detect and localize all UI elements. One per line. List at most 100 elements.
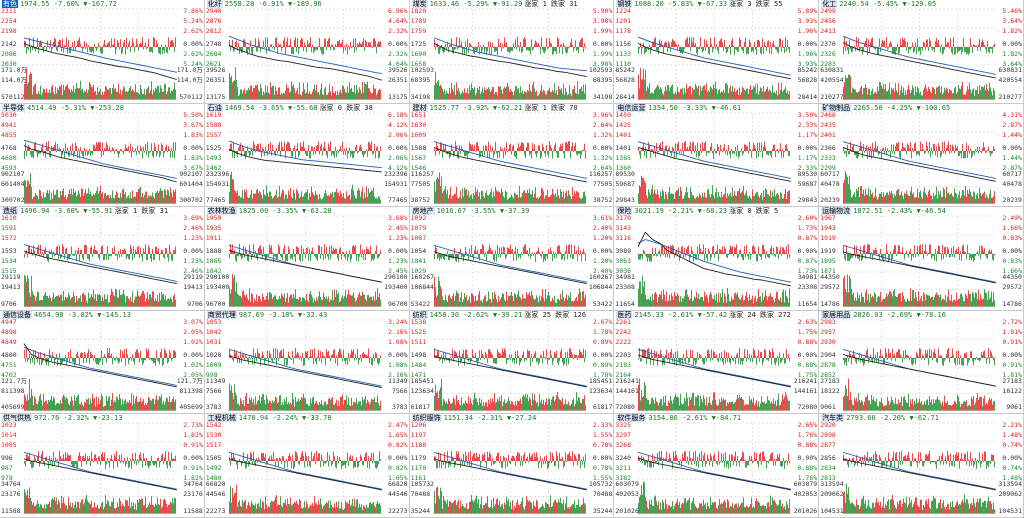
sector-panel[interactable]: 建材 1525.77 -3.92% ▼-62.21 涨家 1 跌家 70 1651 16… [409,103,615,208]
volume-axis-label: 13175 [205,92,226,101]
sector-panel[interactable]: 造纸 1496.94 -3.60% ▼-55.91 涨家 1 跌家 31 1610 15… [0,207,205,311]
volume-axis-label: 232396 [384,169,408,178]
price-line [638,146,792,182]
sector-panel[interactable]: 矿物制品 2265.50 -4.25% ▼-100.65 2468 2435 2401 2… [819,103,1024,208]
sector-name[interactable]: 保险 [616,207,633,216]
advance-decline-count: 涨家 0 跌家 38 [319,103,373,112]
sector-panel[interactable]: 房地产 1016.67 -3.55% ▼-37.39 1092 1079 1067 105… [409,207,615,311]
sector-name[interactable]: 矿物制品 [821,103,852,112]
percent-axis-label: 1.44% [1002,153,1022,162]
volume-axis-label: 56828 [615,76,635,84]
price-axis-label: 1133 [615,50,632,58]
percent-axis-label: 1.96% [797,50,818,58]
price-axis-label: 1110 [615,60,632,68]
sector-panel[interactable]: 化纤 2558.28 -6.91% ▼-189.96 2940 2876 2812 274… [204,0,410,104]
price-axis-label: 2468 [820,110,836,119]
price-line [23,250,177,285]
price-axis-label: 1609 [410,130,427,139]
price-axis-label: 2684 [205,50,222,58]
volume-axis-label: 193400 [384,283,408,292]
percent-axis-label: 2.06% [388,153,408,162]
price-axis-label: 1515 [1,267,17,276]
sector-percent: -2.21% [668,207,694,216]
percent-axis-label: 1.17% [797,130,818,139]
percent-axis-label: 0.00% [797,40,818,48]
price-axis-label: 2299 [820,163,836,172]
volume-axis-label: 19413 [1,283,21,292]
price-line [842,42,997,79]
sector-percent: -5.31% [60,103,87,112]
price-axis-label: 2254 [1,17,17,25]
sector-name[interactable]: 化纤 [206,0,223,8]
sector-panel[interactable]: 有色 1974.55 -7.60% ▼-167.72 2311 2254 2198 214… [0,0,205,104]
price-axis-label: 1588 [205,120,222,129]
panel-header: 有色 1974.55 -7.60% ▼-167.72 [2,0,117,10]
sector-panel[interactable]: 煤炭 1633.46 -5.29% ▼-91.29 涨家 1 跌家 31 1820 17… [409,0,615,104]
volume-axis-label: 160267 [588,273,613,282]
intraday-chart [433,215,587,308]
sector-percent: -3.55% [470,207,496,216]
volume-axis-label: 420554 [820,76,844,84]
sector-panel[interactable]: 农林牧渔 1825.00 -3.35% ▼-63.28 1959 1935 1911 18… [204,207,410,311]
sector-panel[interactable]: 保险 3021.19 -2.21% ▼-68.23 涨家 0 跌家 5 3170 314… [614,207,820,311]
volume-axis-label: 28414 [615,92,635,101]
price-axis-label: 1425 [615,120,632,129]
percent-axis-label: 5.24% [183,60,203,68]
volume-axis-label: 26351 [205,76,226,84]
price-axis-label: 1450 [615,110,632,119]
volume-axis-label: 77505 [592,179,613,188]
average-line [433,140,587,179]
sector-panel[interactable]: 半导体 4514.49 -5.31% ▼-253.28 5030 4941 4855 47… [0,103,205,208]
sector-quote: 2558.28 -6.91% ▼-189.96 [225,0,322,8]
sector-name[interactable]: 农林牧渔 [206,207,237,216]
percent-axis-label: 3.98% [592,17,613,25]
sector-name[interactable]: 建材 [411,103,428,112]
percent-axis-label: 3.96% [592,110,613,119]
price-axis-label: 2370 [820,40,836,48]
sector-panel[interactable]: 电信运营 1354.50 -3.33% ▼-46.61 1450 1425 1401 14… [614,103,820,208]
price-axis-label: 1067 [410,234,427,243]
sector-name[interactable]: 石油 [206,103,223,112]
intraday-chart [23,8,177,100]
price-axis-label: 2621 [205,60,222,68]
sector-panel[interactable]: 石油 1469.54 -3.65% ▼-55.68 涨家 0 跌家 38 1619 15… [204,103,410,208]
sector-panel[interactable]: 化工 2240.54 -5.45% ▼-129.05 2499 2456 2413 237… [819,0,1024,104]
price-axis-label: 2030 [1,60,17,68]
volume-axis-label: 300702 [1,196,25,205]
sector-name[interactable]: 房地产 [411,207,435,216]
sector-name[interactable]: 电信运营 [616,103,647,112]
percent-axis-label: 1.20% [592,257,613,266]
panel-header: 造纸 1496.94 -3.60% ▼-55.91 涨家 1 跌家 31 [2,207,168,217]
volume-axis-label: 38752 [592,196,613,205]
volume-axis-label: 290100 [384,273,408,282]
price-axis-label: 1493 [205,153,222,162]
price-axis-label: 1041 [410,257,427,266]
sector-name[interactable]: 有色 [2,0,18,8]
panel-header: 保险 3021.19 -2.21% ▼-68.23 涨家 0 跌家 5 [616,207,778,217]
sector-quote: 2265.50 -4.25% ▼-100.65 [853,104,950,112]
sector-name[interactable]: 化工 [821,0,838,8]
sector-name[interactable]: 煤炭 [411,0,428,8]
volume-axis-label: 193400 [205,283,230,292]
percent-axis-label: 4.64% [388,17,408,25]
percent-axis-label: 3.67% [183,120,203,129]
sector-panel[interactable]: 运输物流 1872.51 -2.43% ▼-46.54 1967 1943 1919 19… [819,207,1024,311]
percent-axis-label: 3.67% [183,163,203,172]
price-axis-label: 2283 [820,60,836,68]
percent-axis-label: 4.64% [388,60,408,68]
panel-header: 化工 2240.54 -5.45% ▼-129.05 [821,0,936,10]
percent-axis-label: 0.00% [183,143,203,152]
price-axis-label: 1029 [410,267,427,276]
price-axis-label: 5030 [1,110,17,119]
intraday-chart [638,8,792,100]
sector-name[interactable]: 半导体 [2,103,25,112]
volume-axis-label: 902107 [1,169,25,178]
price-axis-label: 1759 [410,27,427,35]
sector-name[interactable]: 造纸 [2,207,18,216]
sector-panel[interactable]: 钢铁 1088.20 -5.83% ▼-67.33 涨家 3 跌家 55 1224 12… [614,0,820,104]
volume-axis-label: 89530 [615,169,635,178]
volume-axis-label: 40478 [1002,179,1022,188]
percent-axis-label: 1.82% [1002,27,1022,35]
volume-axis-label: 59687 [615,179,635,188]
sector-name[interactable]: 钢铁 [616,0,633,8]
